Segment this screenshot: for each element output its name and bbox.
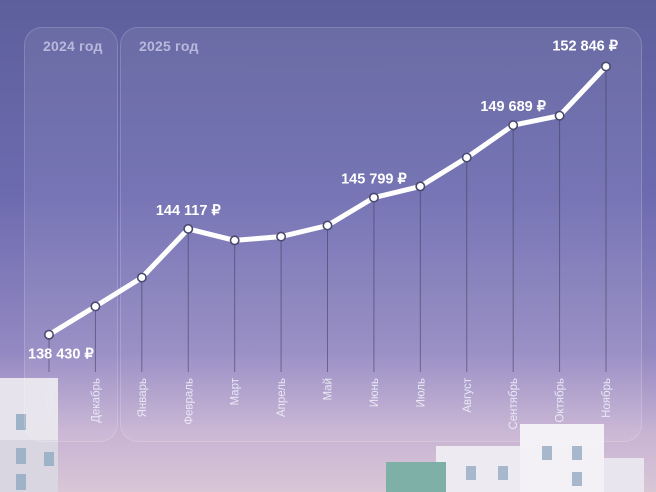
data-point: [276, 231, 287, 242]
data-point: [229, 235, 240, 246]
x-tick-label: Февраль: [183, 378, 195, 425]
x-tick-label: Декабрь: [90, 378, 102, 423]
year-label-2025: 2025 год: [139, 38, 199, 54]
data-point: [368, 192, 379, 203]
x-tick-label: Октябрь: [555, 378, 567, 423]
left-building: [0, 378, 58, 492]
x-tick-label: Август: [462, 377, 474, 412]
data-point: [183, 223, 194, 234]
x-tick-label: Ноябрь: [44, 378, 56, 418]
data-label: 138 430 ₽: [28, 347, 94, 363]
data-point: [322, 220, 333, 231]
x-tick-label: Март: [230, 377, 242, 405]
x-tick-label: Май: [323, 378, 335, 401]
data-point: [90, 301, 101, 312]
year-group-2024: 2024 год: [24, 27, 118, 442]
data-point: [136, 272, 147, 283]
data-label: 152 846 ₽: [552, 38, 618, 54]
x-tick-label: Июль: [415, 378, 427, 407]
x-tick-label: Сентябрь: [508, 378, 520, 430]
data-point: [508, 120, 519, 131]
right-building: [386, 424, 644, 492]
data-point: [415, 181, 426, 192]
data-point: [554, 110, 565, 121]
data-label: 145 799 ₽: [341, 172, 407, 188]
x-tick-label: Июнь: [369, 378, 381, 407]
year-label-2024: 2024 год: [43, 38, 103, 54]
data-point: [461, 152, 472, 163]
data-point: [600, 61, 611, 72]
data-label: 144 117 ₽: [156, 203, 222, 219]
x-tick-label: Январь: [137, 378, 149, 417]
data-label: 149 689 ₽: [480, 99, 546, 115]
x-tick-label: Апрель: [276, 378, 288, 417]
data-point: [43, 329, 54, 340]
x-tick-label: Ноябрь: [601, 378, 613, 418]
